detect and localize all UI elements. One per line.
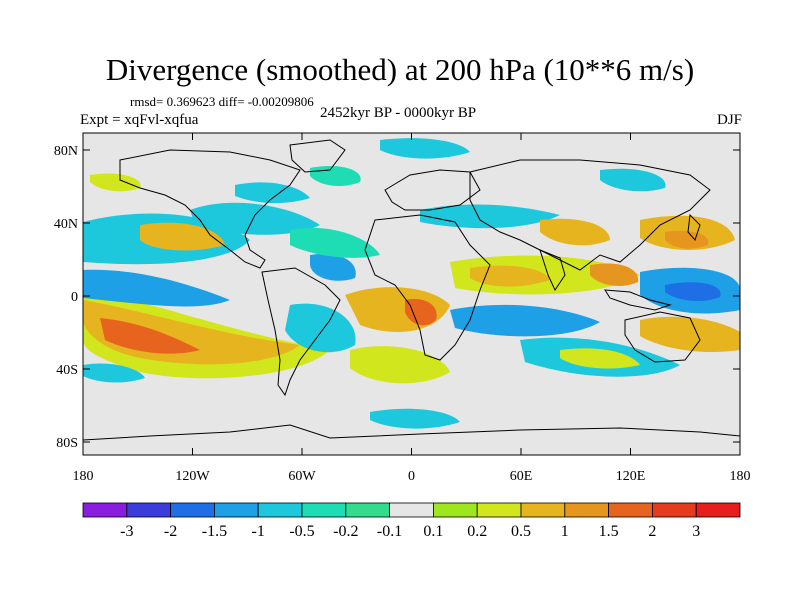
field-patch (450, 304, 600, 337)
colorbar-label: -0.5 (289, 523, 314, 540)
field-patch (540, 218, 610, 246)
colorbar-label: -1.5 (202, 523, 227, 540)
colorbar-label: 1.5 (599, 523, 619, 540)
colorbar-swatch (432, 502, 478, 518)
colorbar-label: -2 (164, 523, 177, 540)
lat-tick-label: 80S (56, 436, 78, 451)
colorbar-swatch (82, 502, 128, 518)
coastline-greenland (289, 139, 346, 173)
colorbar-swatch (695, 502, 741, 518)
field-patch (83, 363, 145, 383)
stats-label: rmsd= 0.369623 diff= -0.00209806 (130, 94, 314, 109)
colorbar-swatch (652, 502, 697, 518)
colorbar-swatch (564, 502, 609, 518)
field-patch (285, 303, 356, 353)
lon-tick-label: 0 (408, 469, 415, 484)
field-patch (190, 202, 320, 235)
lon-tick-label: 180 (730, 469, 751, 484)
lat-tick-label: 0 (71, 290, 78, 305)
coastline-indonesia (604, 289, 672, 311)
coastline-africa (364, 214, 491, 361)
coastlines (83, 139, 740, 441)
colorbar-swatch (389, 502, 434, 518)
field-patch (640, 316, 740, 353)
field-patch (665, 282, 721, 302)
colorbar-label: 3 (692, 523, 700, 540)
coastline-north-america (119, 149, 301, 269)
field-patch (405, 299, 437, 326)
lon-tick-label: 60W (288, 469, 316, 484)
lon-tick-label: 60E (510, 469, 533, 484)
colorbar-swatch (301, 502, 347, 518)
colorbar-label: -1 (252, 523, 265, 540)
lat-tick-label: 40S (56, 363, 78, 378)
lon-tick-label: 120E (616, 469, 646, 484)
colorbar-label: 2 (648, 523, 656, 540)
colorbar-label: 0.2 (467, 523, 487, 540)
field-patch (560, 348, 640, 369)
colorbar-swatch (345, 502, 390, 518)
field-patch (310, 253, 356, 281)
colorbar-label: -0.1 (377, 523, 402, 540)
coastline-australia (624, 311, 701, 363)
colorbar-label: 0.5 (511, 523, 531, 540)
field-patch (290, 227, 380, 258)
field-patch (100, 318, 200, 354)
field-patch (590, 263, 639, 286)
field-patch (665, 230, 709, 249)
colorbar-label: -0.2 (333, 523, 358, 540)
lon-tick-label: 120W (175, 469, 210, 484)
longitude-axis: 180 120W 60W 0 60E 120E 180 (73, 133, 751, 484)
lat-tick-label: 40N (54, 217, 78, 232)
colorbar-label: 0.1 (423, 523, 443, 540)
period-label: 2452kyr BP - 0000kyr BP (320, 105, 477, 121)
field-patch (235, 182, 310, 204)
colorbar-swatch (257, 502, 303, 518)
colorbar-swatch (476, 502, 522, 518)
field-patch (470, 265, 550, 287)
colorbar-swatch (608, 502, 653, 518)
coastline-india (539, 249, 566, 292)
coastline-antarctica (83, 424, 740, 441)
colorbar-label: 1 (561, 523, 569, 540)
colorbar-swatch (126, 502, 172, 518)
chart-title: Divergence (smoothed) at 200 hPa (10**6 … (105, 52, 695, 87)
coastline-asia (469, 159, 711, 271)
lon-tick-label: 180 (73, 469, 94, 484)
colorbar: -3 -2 -1.5 -1 -0.5 -0.2 -0.1 0.1 0.2 0.5 1 1.5 2 3 (82, 502, 741, 540)
field-patch (380, 138, 470, 159)
colorbar-swatch (520, 502, 566, 518)
field-patch (140, 222, 225, 251)
latitude-axis: 80N 40N 0 40S 80S (54, 144, 740, 451)
field-patch (90, 173, 141, 192)
colorbar-swatch (170, 502, 215, 518)
field-patch (600, 168, 666, 192)
lat-tick-label: 80N (54, 144, 78, 159)
experiment-label: Expt = xqFvl-xqfua (80, 112, 199, 128)
coastline-japan (687, 213, 701, 241)
field-patch (370, 408, 460, 429)
coastline-south-america (261, 267, 341, 397)
field-patch (83, 269, 230, 307)
colorbar-label: -3 (120, 523, 133, 540)
colorbar-swatch (213, 502, 259, 518)
season-label: DJF (716, 112, 742, 128)
